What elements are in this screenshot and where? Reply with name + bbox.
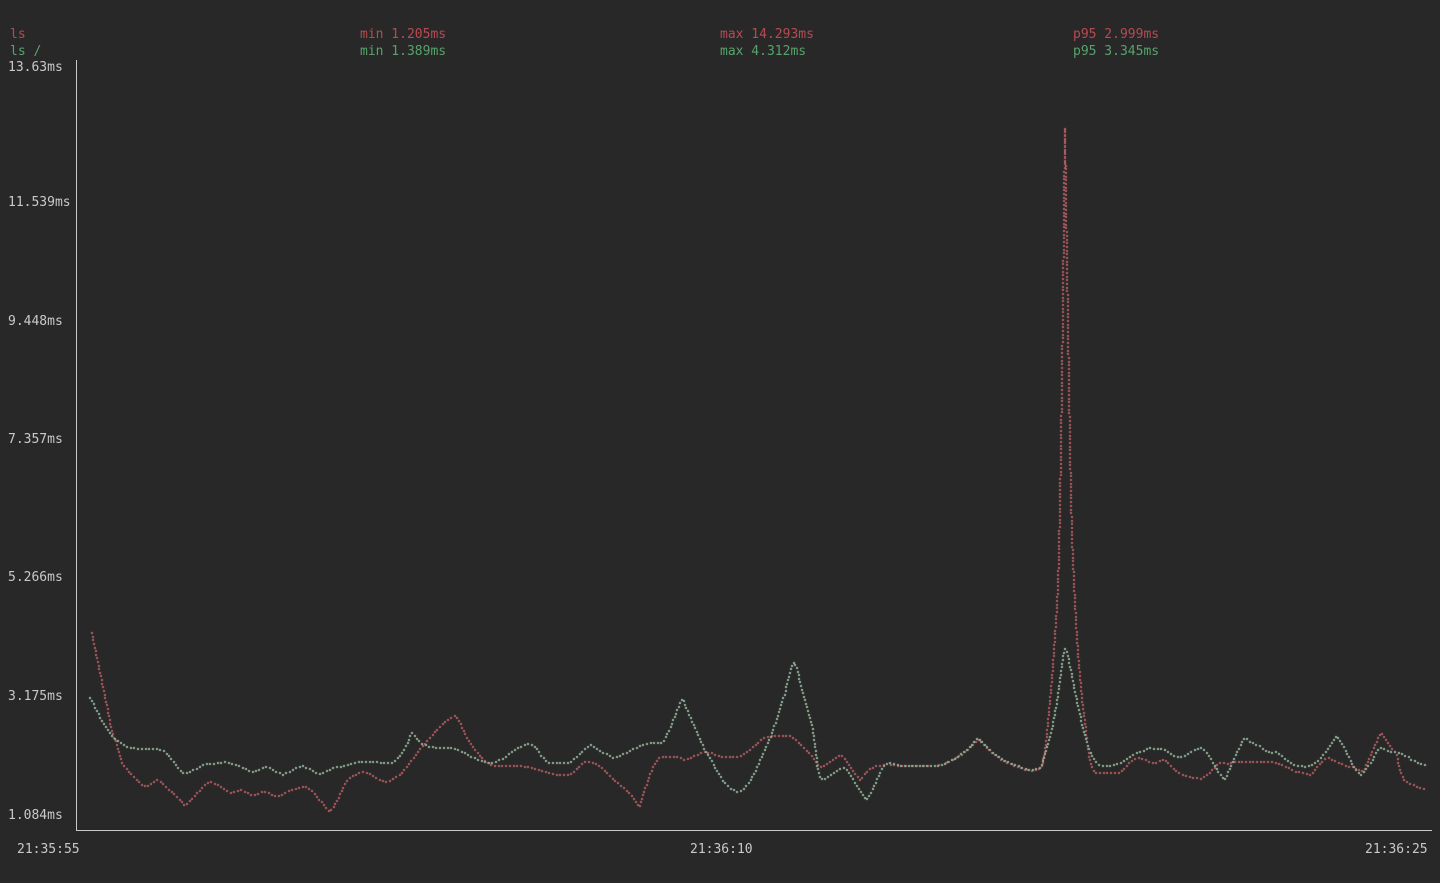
y-tick-label: 13.63ms [8, 60, 63, 75]
y-tick-label: 11.539ms [8, 195, 71, 210]
x-tick-label: 21:35:55 [17, 842, 80, 857]
y-tick-label: 3.175ms [8, 689, 63, 704]
y-tick-label: 9.448ms [8, 314, 63, 329]
legend-label-ls: ls [10, 27, 26, 42]
y-tick-label: 7.357ms [8, 432, 63, 447]
stat-max-ls: max 14.293ms [720, 27, 814, 42]
x-tick-label: 21:36:25 [1365, 842, 1428, 857]
y-axis-line [76, 60, 77, 831]
stat-min-ls-slash: min 1.389ms [360, 44, 447, 59]
y-tick-label: 1.084ms [8, 808, 63, 823]
x-tick-label: 21:36:10 [690, 842, 753, 857]
stat-p95-ls-slash: p95 3.345ms [1073, 44, 1160, 59]
stat-p95-ls: p95 2.999ms [1073, 27, 1160, 42]
y-tick-label: 5.266ms [8, 570, 63, 585]
x-axis-line [76, 830, 1432, 831]
stat-max-ls-slash: max 4.312ms [720, 44, 807, 59]
stat-min-ls: min 1.205ms [360, 27, 447, 42]
legend-label-ls-slash: ls / [10, 44, 42, 59]
